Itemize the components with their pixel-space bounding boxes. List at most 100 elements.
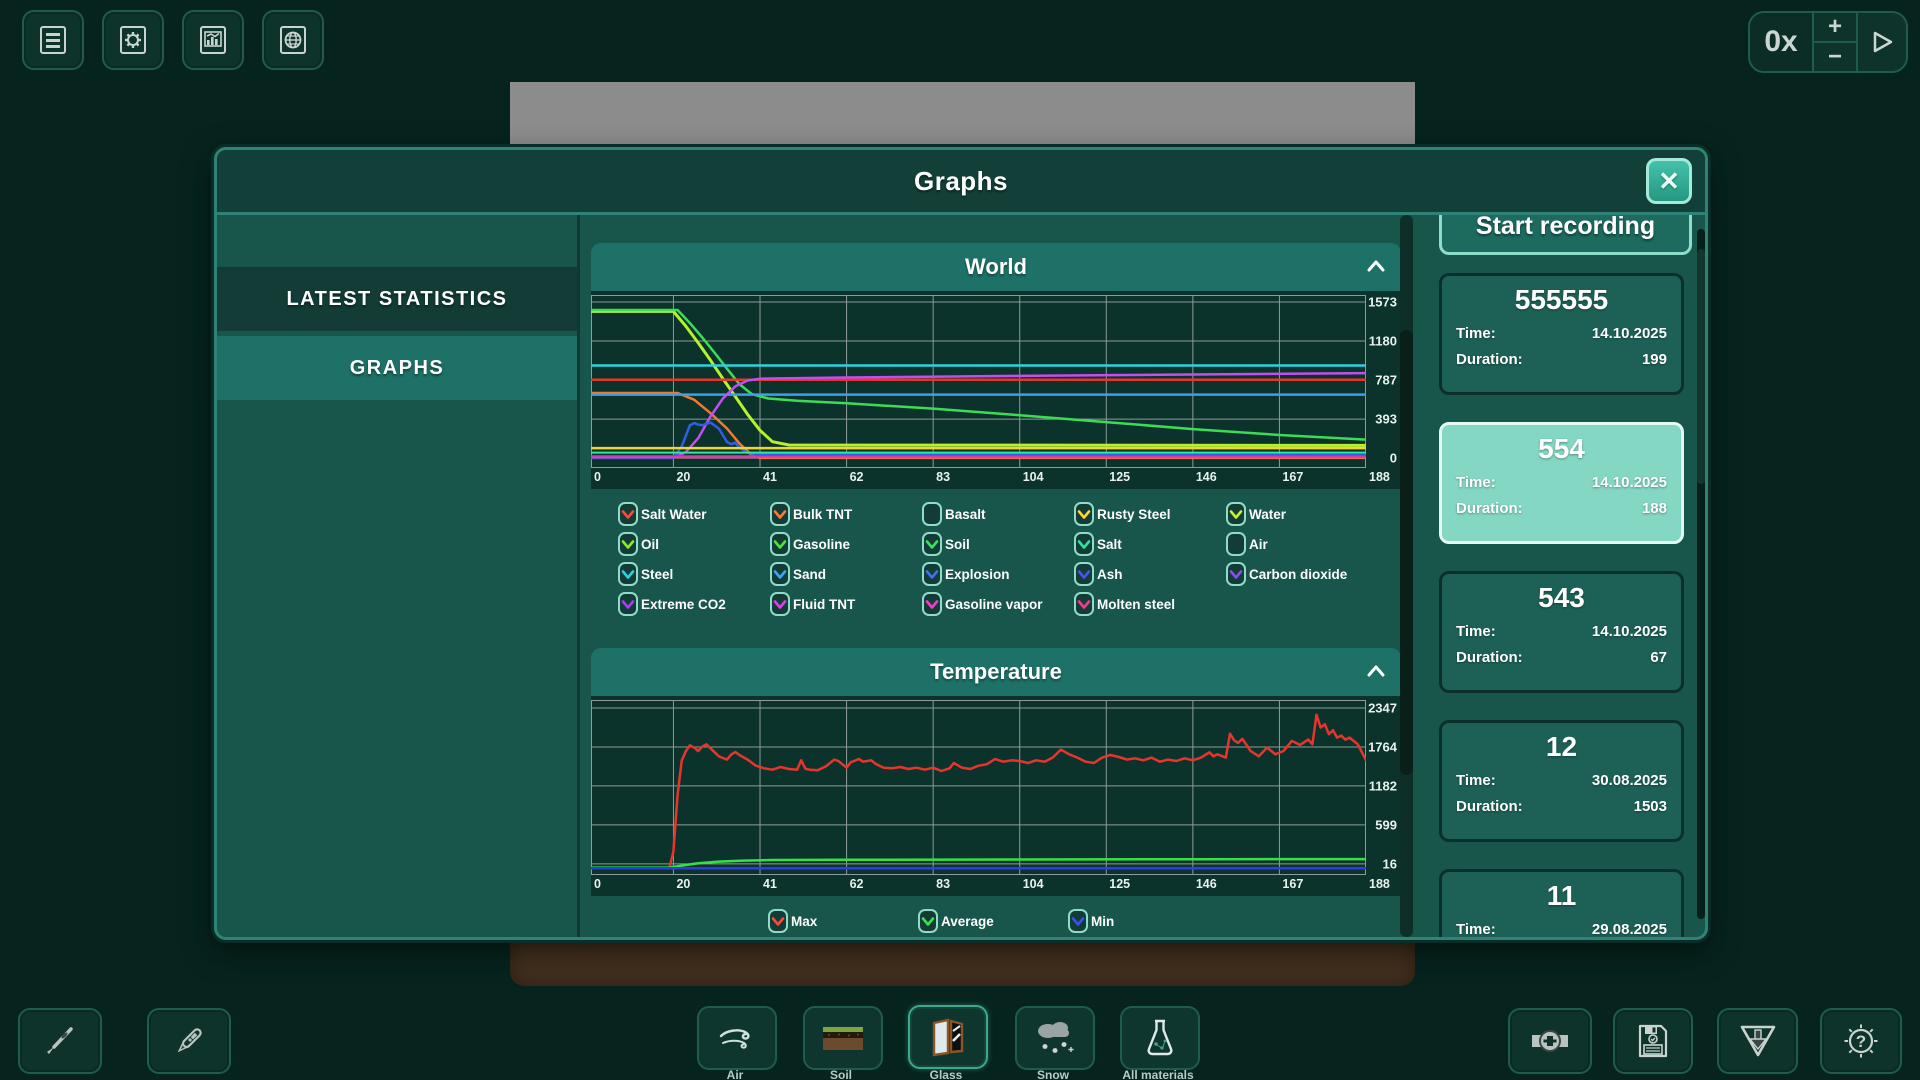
legend-checkbox-checked-icon[interactable] [618, 592, 638, 616]
recordings-scrollbar-thumb[interactable] [1697, 249, 1705, 484]
legend-item-salt-water[interactable]: Salt Water [618, 499, 770, 529]
legend-checkbox-checked-icon[interactable] [922, 592, 942, 616]
legend-checkbox-checked-icon[interactable] [618, 562, 638, 586]
legend-item-oil[interactable]: Oil [618, 529, 770, 559]
y-tick-label: 599 [1375, 817, 1397, 833]
legend-checkbox-checked-icon[interactable] [1074, 562, 1094, 586]
play-button[interactable] [1858, 13, 1906, 71]
legend-checkbox-checked-icon[interactable] [1074, 532, 1094, 556]
y-tick-label: 2347 [1368, 700, 1397, 716]
recording-duration-value: 199 [1641, 351, 1667, 368]
temperature-panel-header[interactable]: Temperature [591, 648, 1401, 696]
recordings-scrollbar[interactable] [1697, 229, 1705, 919]
recording-card-11[interactable]: 11 Time: 29.08.2025 [1439, 869, 1684, 937]
legend-checkbox-checked-icon[interactable] [1068, 909, 1088, 933]
material-soil-label: Soil [829, 1068, 852, 1080]
content-scrollbar[interactable] [1400, 215, 1413, 937]
health-tool-button[interactable] [1508, 1008, 1592, 1074]
legend-checkbox-checked-icon[interactable] [918, 909, 938, 933]
material-glass-button[interactable] [908, 1005, 988, 1069]
recording-card-555555[interactable]: 555555 Time: 14.10.2025 Duration: 199 [1439, 273, 1684, 395]
material-soil-button[interactable] [803, 1006, 883, 1070]
legend-item-steel[interactable]: Steel [618, 559, 770, 589]
legend-item-min[interactable]: Min [1068, 906, 1218, 936]
material-snow-button[interactable] [1015, 1006, 1095, 1070]
legend-item-water[interactable]: Water [1226, 499, 1378, 529]
legend-label: Bulk TNT [793, 506, 853, 522]
content-scrollbar-thumb[interactable] [1400, 330, 1413, 775]
legend-checkbox-checked-icon[interactable] [922, 562, 942, 586]
legend-checkbox-checked-icon[interactable] [770, 592, 790, 616]
legend-checkbox-checked-icon[interactable] [618, 502, 638, 526]
material-air-button[interactable] [697, 1006, 777, 1070]
legend-item-explosion[interactable]: Explosion [922, 559, 1074, 589]
legend-checkbox-checked-icon[interactable] [1074, 502, 1094, 526]
svg-text:?: ? [1856, 1032, 1866, 1051]
statistics-button[interactable] [182, 10, 244, 70]
legend-checkbox-checked-icon[interactable] [770, 532, 790, 556]
close-button[interactable]: ✕ [1646, 158, 1692, 204]
speed-decrease-button[interactable]: − [1814, 43, 1856, 71]
recording-card-543[interactable]: 543 Time: 14.10.2025 Duration: 67 [1439, 571, 1684, 693]
recording-time: Time: 29.08.2025 [1442, 921, 1681, 937]
legend-label: Oil [641, 536, 660, 552]
world-chart-x-axis: 0 20 41 62 83 104 125 146 167 188 [591, 468, 1390, 488]
material-snow-label: Snow [1037, 1068, 1069, 1080]
speed-increase-button[interactable]: + [1814, 13, 1856, 43]
temperature-legend: Max Average Min [768, 906, 1218, 936]
legend-item-extreme-co2[interactable]: Extreme CO2 [618, 589, 770, 619]
legend-checkbox-checked-icon[interactable] [922, 532, 942, 556]
legend-checkbox-unchecked-icon[interactable] [922, 502, 942, 526]
chevron-up-icon[interactable] [1367, 260, 1385, 272]
legend-item-rusty-steel[interactable]: Rusty Steel [1074, 499, 1226, 529]
y-tick-label: 1764 [1368, 739, 1397, 755]
legend-item-molten-steel[interactable]: Molten steel [1074, 589, 1226, 619]
legend-checkbox-checked-icon[interactable] [768, 909, 788, 933]
legend-item-average[interactable]: Average [918, 906, 1068, 936]
recording-duration-value: 188 [1641, 500, 1667, 517]
brush-tool-button[interactable] [18, 1008, 102, 1074]
menu-list-button[interactable] [22, 10, 84, 70]
legend-checkbox-checked-icon[interactable] [1226, 502, 1246, 526]
legend-item-air[interactable]: Air [1226, 529, 1378, 559]
material-all-materials-button[interactable] [1120, 1006, 1200, 1070]
y-tick-label: 1182 [1368, 778, 1397, 794]
legend-item-soil[interactable]: Soil [922, 529, 1074, 559]
recording-card-554[interactable]: 554 Time: 14.10.2025 Duration: 188 [1439, 422, 1684, 544]
legend-checkbox-checked-icon[interactable] [770, 562, 790, 586]
recording-time: Time: 14.10.2025 [1442, 623, 1681, 640]
save-button[interactable] [1613, 1008, 1693, 1074]
legend-checkbox-checked-icon[interactable] [1226, 562, 1246, 586]
start-recording-button[interactable]: Start recording [1439, 215, 1692, 255]
legend-checkbox-checked-icon[interactable] [1074, 592, 1094, 616]
legend-item-fluid-tnt[interactable]: Fluid TNT [770, 589, 922, 619]
recording-card-12[interactable]: 12 Time: 30.08.2025 Duration: 1503 [1439, 720, 1684, 842]
settings-button[interactable] [102, 10, 164, 70]
legend-item-gasoline-vapor[interactable]: Gasoline vapor [922, 589, 1074, 619]
legend-item-basalt[interactable]: Basalt [922, 499, 1074, 529]
legend-checkbox-checked-icon[interactable] [770, 502, 790, 526]
help-button[interactable]: ? [1820, 1008, 1902, 1074]
sidebar-item-graphs[interactable]: GRAPHS [217, 336, 577, 400]
legend-item-salt[interactable]: Salt [1074, 529, 1226, 559]
legend-label: Ash [1097, 566, 1123, 582]
legend-checkbox-checked-icon[interactable] [618, 532, 638, 556]
legend-item-sand[interactable]: Sand [770, 559, 922, 589]
legend-item-gasoline[interactable]: Gasoline [770, 529, 922, 559]
legend-checkbox-unchecked-icon[interactable] [1226, 532, 1246, 556]
chevron-up-icon[interactable] [1367, 665, 1385, 677]
download-button[interactable] [1717, 1008, 1798, 1074]
list-icon [40, 26, 66, 54]
world-panel-header[interactable]: World [591, 243, 1401, 291]
world-map-button[interactable] [262, 10, 324, 70]
recording-duration: Duration: 1503 [1442, 798, 1681, 815]
legend-item-carbon-dioxide[interactable]: Carbon dioxide [1226, 559, 1378, 589]
legend-item-ash[interactable]: Ash [1074, 559, 1226, 589]
x-tick-label: 0 [594, 877, 601, 891]
legend-item-max[interactable]: Max [768, 906, 918, 936]
soil-icon [823, 1027, 863, 1050]
legend-item-bulk-tnt[interactable]: Bulk TNT [770, 499, 922, 529]
sidebar-item-latest-statistics[interactable]: LATEST STATISTICS [217, 267, 577, 331]
y-tick-label: 1573 [1368, 294, 1397, 310]
thermometer-tool-button[interactable] [147, 1008, 231, 1074]
